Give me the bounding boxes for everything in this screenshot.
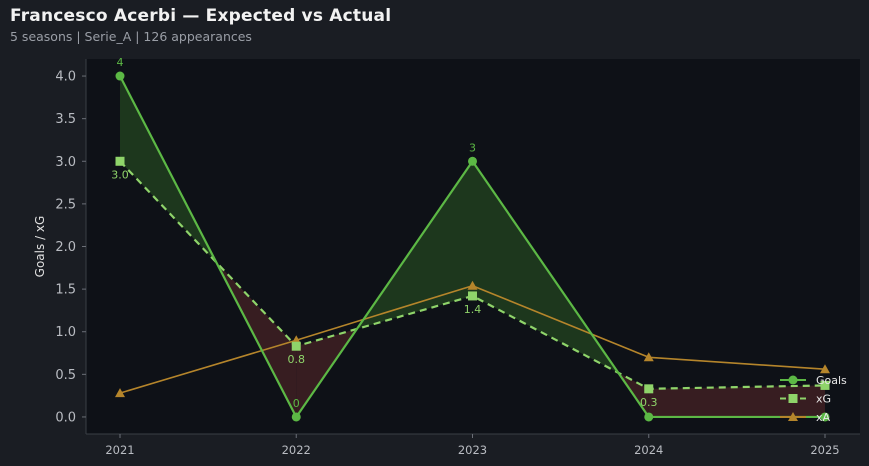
legend-marker-xg [788,394,798,403]
chart-subtitle: 5 seasons | Serie_A | 126 appearances [10,29,252,44]
point-goals [291,412,301,422]
data-label-goals: 4 [117,56,124,69]
point-xg [115,156,125,166]
y-tick-label: 4.0 [55,70,76,85]
legend-label-goals: Goals [816,374,847,387]
x-tick-label: 2022 [282,443,311,457]
y-tick-label: 1.0 [55,325,76,340]
legend-marker-goals [788,375,798,385]
y-tick-label: 0.0 [55,410,76,425]
y-tick-label: 2.0 [55,240,76,255]
y-tick-label: 3.5 [55,112,76,127]
point-goals [644,412,654,422]
chart-header: Francesco Acerbi — Expected vs Actual 5 … [10,6,860,44]
y-tick-label: 0.5 [55,368,76,383]
point-xa [643,352,654,362]
data-label-xg: 0.8 [288,353,306,366]
point-goals [820,412,830,422]
y-axis-label: Goals / xG [33,216,47,278]
series-lines [115,71,830,422]
point-xg [468,291,477,301]
point-goals [468,156,477,166]
point-xg [820,380,830,390]
point-xa [820,364,830,374]
data-label-goals: 3 [469,141,476,154]
legend-label-xa: xA [816,411,831,424]
data-label-xg: 3.0 [111,168,129,181]
data-label-xg: 0.3 [640,396,658,409]
data-labels: 4 0 3 3.0 0.8 1.4 0.3 [111,56,657,410]
point-xa [467,280,478,290]
data-label-goals: 0 [293,397,300,410]
x-tick-label: 2021 [105,443,134,457]
legend-marker-xa [788,412,798,421]
data-label-xg: 1.4 [464,303,482,316]
point-goals [115,71,125,81]
chart-title: Francesco Acerbi — Expected vs Actual [10,6,392,26]
x-tick-label: 2023 [458,443,487,457]
y-tick-label: 1.5 [55,283,76,298]
underperformance-fill [648,385,825,417]
x-tick-label: 2025 [810,443,839,457]
point-xg [291,341,301,351]
y-tick-label: 2.5 [55,197,76,212]
point-xa [115,388,125,398]
legend: Goals xG xA [780,374,847,424]
y-tick-label: 3.0 [55,155,76,170]
legend-label-xg: xG [816,393,831,406]
axes: 0.0 0.5 1.0 1.5 2.0 2.5 3.0 3.5 4.0 2021 2022 2023 2… [33,59,860,457]
point-xg [644,384,654,394]
x-tick-label: 2024 [634,443,663,457]
